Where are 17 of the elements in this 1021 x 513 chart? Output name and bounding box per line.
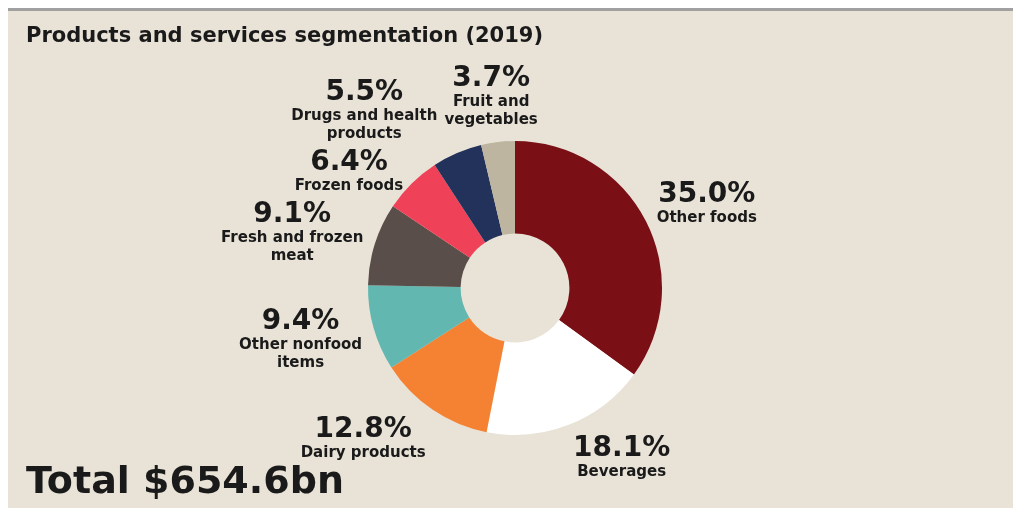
chart-title: Products and services segmentation (2019) xyxy=(26,23,544,47)
data-label: 9.4% xyxy=(261,302,340,336)
slice-label: Beverages xyxy=(577,461,667,480)
data-label: 3.7% xyxy=(452,59,530,93)
slice-label: Fruit and vegetables xyxy=(444,91,538,128)
slice-label: Frozen foods xyxy=(294,176,404,195)
slice-label: Drugs and health products xyxy=(291,105,438,142)
data-label: 9.1% xyxy=(253,195,332,229)
data-label: 18.1% xyxy=(573,429,671,463)
slice-label: Other nonfood items xyxy=(239,334,363,371)
data-label: 5.5% xyxy=(325,73,404,107)
data-label: 6.4% xyxy=(310,144,388,178)
slice-label: Fresh and frozen meat xyxy=(221,227,364,264)
data-label: 35.0% xyxy=(658,176,756,210)
slice-label: Dairy products xyxy=(300,442,426,461)
data-label: 12.8% xyxy=(314,410,412,444)
slice-label: Other foods xyxy=(656,208,757,227)
